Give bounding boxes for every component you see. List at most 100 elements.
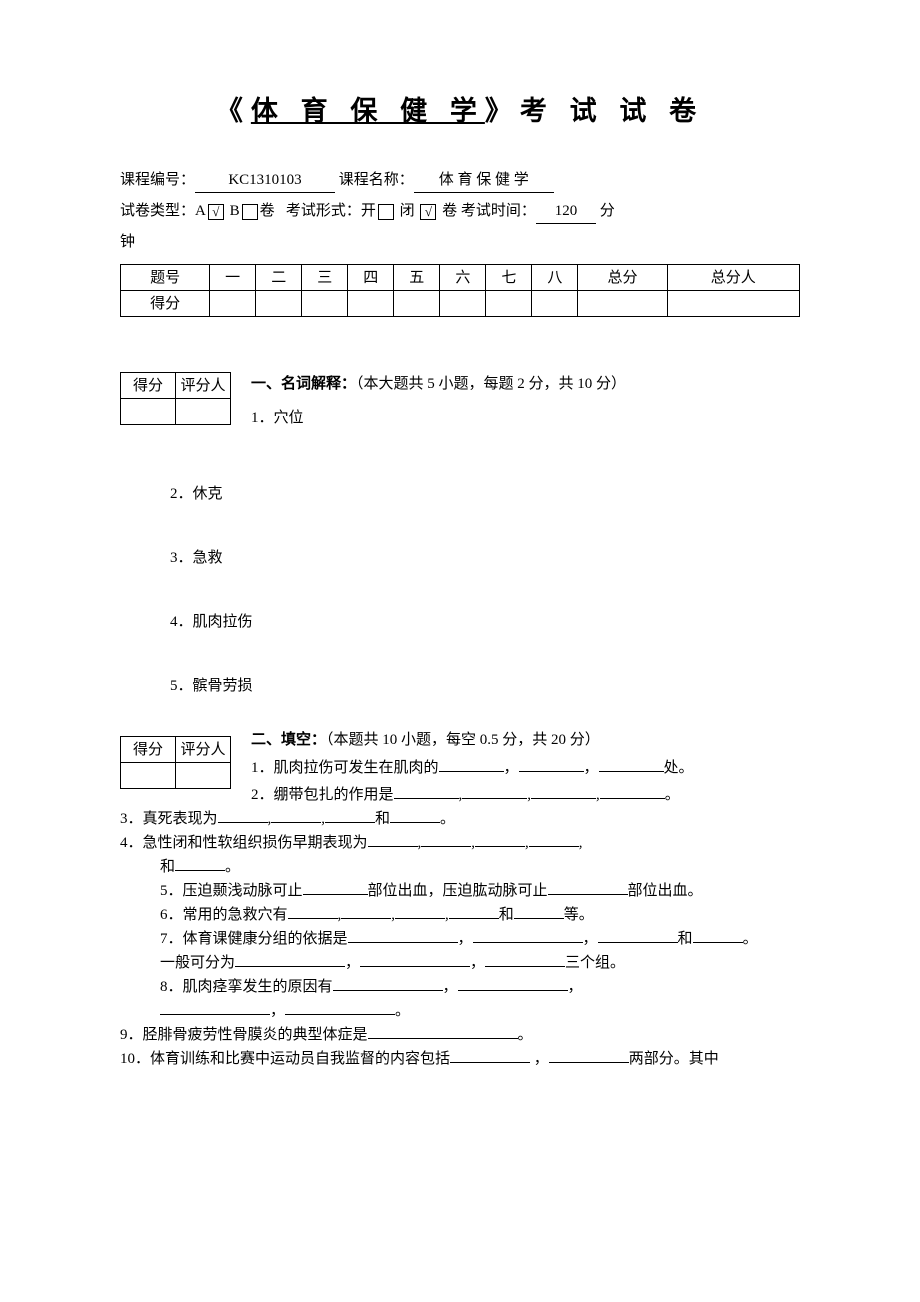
section2-desc: （本题共 10 小题，每空 0.5 分，共 20 分） (326, 732, 600, 748)
section1-desc: （本大题共 5 小题，每题 2 分，共 10 分） (356, 376, 626, 392)
course-code-label: 课程编号： (120, 172, 195, 188)
td-2 (256, 291, 302, 317)
blank (600, 784, 665, 799)
th-4: 四 (348, 265, 394, 291)
blank (458, 976, 568, 991)
blank (598, 928, 678, 943)
s2-q9: 9．胫腓骨疲劳性骨膜炎的典型体症是。 (120, 1023, 800, 1047)
blank (473, 928, 583, 943)
comma: ， (530, 1051, 549, 1067)
td-6 (440, 291, 486, 317)
th-total: 总分 (578, 265, 667, 291)
blank (160, 1000, 270, 1015)
s1-q4: 4．肌肉拉伤 (120, 610, 800, 634)
he: 和 (375, 811, 390, 827)
period: 。 (395, 1003, 410, 1019)
s2-q10: 10．体育训练和比赛中运动员自我监督的内容包括 ，两部分。其中 (120, 1047, 800, 1071)
blank (421, 832, 471, 847)
blank (360, 952, 470, 967)
th-3: 三 (302, 265, 348, 291)
blank (549, 1048, 629, 1063)
zhong-label: 钟 (120, 234, 135, 250)
s2-q10-a: 10．体育训练和比赛中运动员自我监督的内容包括 (120, 1051, 450, 1067)
td-label: 得分 (121, 291, 210, 317)
th-totalp: 总分人 (667, 265, 799, 291)
s2-q3: 3．真死表现为,,和。 (120, 807, 800, 831)
blank (271, 808, 321, 823)
rater-table-1: 得分 评分人 (120, 372, 231, 425)
th-7: 七 (486, 265, 532, 291)
blank (462, 784, 527, 799)
blank (288, 904, 338, 919)
section-1: 得分 评分人 一、名词解释：（本大题共 5 小题，每题 2 分，共 10 分） … (120, 372, 800, 442)
td-1 (210, 291, 256, 317)
meta-line-1: 课程编号：KC1310103 课程名称：体 育 保 健 学 (120, 168, 800, 193)
checkbox-a: √ (208, 204, 224, 220)
blank (285, 1000, 395, 1015)
score-table: 题号 一 二 三 四 五 六 七 八 总分 总分人 得分 (120, 264, 800, 317)
rater1-h1: 得分 (121, 373, 176, 399)
s1-q5: 5．髌骨劳损 (120, 674, 800, 698)
s2-q7: 7．体育课健康分组的依据是，，和。 (120, 927, 800, 951)
section1-head: 一、名词解释： (251, 376, 356, 392)
blank (693, 928, 743, 943)
comma: ， (504, 760, 519, 776)
period: 。 (440, 811, 455, 827)
th-8: 八 (532, 265, 578, 291)
rater-table-2: 得分 评分人 (120, 736, 231, 789)
td-8 (532, 291, 578, 317)
checkbox-closed: √ (420, 204, 436, 220)
blank (519, 757, 584, 772)
comma: ， (470, 955, 485, 971)
rater2-c2 (176, 763, 231, 789)
comma: ， (443, 979, 458, 995)
comma: ， (345, 955, 360, 971)
blank (325, 808, 375, 823)
rater1-h2: 评分人 (176, 373, 231, 399)
blank (449, 904, 499, 919)
s2-q5-c: 部位出血。 (628, 883, 703, 899)
he: 和 (499, 907, 514, 923)
s2-q7-b: 和 (678, 931, 693, 947)
blank (218, 808, 268, 823)
closed-label: 闭 (396, 203, 419, 219)
td-5 (394, 291, 440, 317)
comma: ， (568, 979, 583, 995)
rater1-c1 (121, 399, 176, 425)
section-2: 得分 评分人 二、填空：（本题共 10 小题，每空 0.5 分，共 20 分） … (120, 728, 800, 855)
th-6: 六 (440, 265, 486, 291)
blank (175, 856, 225, 871)
s2-q7-e: 三个组。 (565, 955, 625, 971)
s2-q6-b: 等。 (564, 907, 594, 923)
th-1: 一 (210, 265, 256, 291)
blank (394, 784, 459, 799)
s2-q2-a: 2．绷带包扎的作用是 (251, 787, 394, 803)
blank (485, 952, 565, 967)
s1-q2: 2．休克 (120, 482, 800, 506)
juan-label: 卷 (260, 203, 275, 219)
blank (514, 904, 564, 919)
period: 。 (665, 787, 680, 803)
s2-q8-cont: ，。 (120, 999, 800, 1023)
blank (303, 880, 368, 895)
s2-q6: 6．常用的急救穴有,,,和等。 (120, 903, 800, 927)
page-title: 《体 育 保 健 学》考 试 试 卷 (120, 90, 800, 133)
rater2-h2: 评分人 (176, 737, 231, 763)
blank (450, 1048, 530, 1063)
he: 和 (160, 859, 175, 875)
blank (368, 1024, 518, 1039)
blank (333, 976, 443, 991)
td-total (578, 291, 667, 317)
paper-type-label: 试卷类型：A (120, 203, 206, 219)
period: 。 (225, 859, 240, 875)
time-unit: 分 (600, 203, 615, 219)
s2-q5-a: 5．压迫颞浅动脉可止 (160, 883, 303, 899)
rater2-h1: 得分 (121, 737, 176, 763)
s2-q4-a: 4．急性闭和性软组织损伤早期表现为 (120, 835, 368, 851)
s2-q3-a: 3．真死表现为 (120, 811, 218, 827)
section2-head: 二、填空： (251, 732, 326, 748)
blank (348, 928, 458, 943)
rater1-c2 (176, 399, 231, 425)
s2-q1-a: 1．肌肉拉伤可发生在肌肉的 (251, 760, 439, 776)
period: 。 (518, 1027, 533, 1043)
